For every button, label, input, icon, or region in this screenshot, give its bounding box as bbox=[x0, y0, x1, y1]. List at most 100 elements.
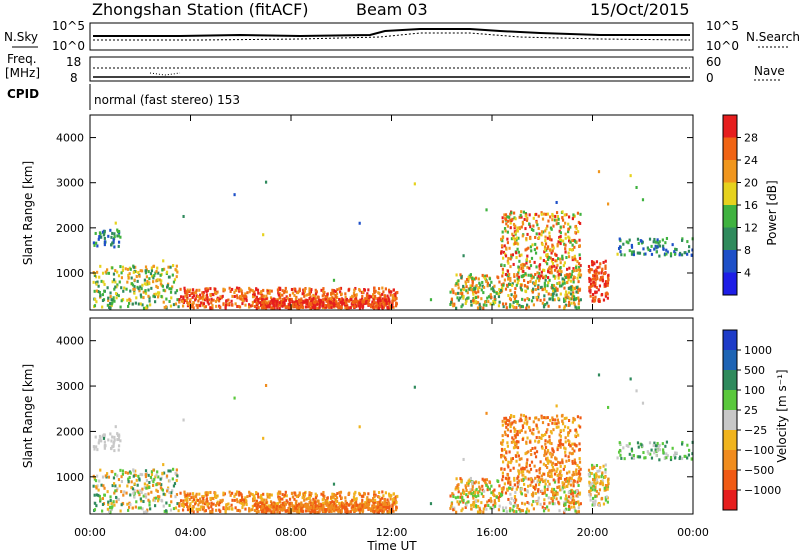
velocity-echo bbox=[600, 475, 603, 479]
velocity-echo bbox=[94, 501, 97, 505]
velocity-echo bbox=[557, 425, 560, 429]
velocity-echo bbox=[196, 509, 199, 513]
velocity-echo bbox=[318, 504, 321, 508]
velocity-echo bbox=[141, 487, 144, 491]
velocity-echo bbox=[532, 479, 535, 483]
power-echo bbox=[573, 303, 576, 307]
velocity-echo bbox=[172, 507, 176, 511]
power-echo bbox=[332, 292, 335, 296]
power-echo bbox=[549, 215, 552, 219]
velocity-echo bbox=[543, 491, 546, 495]
velocity-echo bbox=[488, 481, 492, 485]
velocity-echo bbox=[515, 487, 518, 491]
velocity-echo bbox=[126, 484, 129, 488]
velocity-echo bbox=[186, 504, 189, 508]
velocity-echo bbox=[557, 460, 560, 464]
velocity-echo bbox=[622, 446, 625, 450]
power-echo bbox=[546, 284, 549, 288]
power-echo bbox=[541, 288, 544, 292]
power-echo bbox=[324, 295, 327, 299]
power-echo bbox=[557, 221, 560, 225]
velocity-echo bbox=[153, 477, 156, 481]
power-echo bbox=[303, 300, 306, 304]
power-echo bbox=[207, 302, 210, 306]
velocity-echo bbox=[513, 500, 517, 504]
velocity-echo bbox=[231, 507, 234, 511]
velocity-echo bbox=[501, 439, 505, 443]
velocity-echo bbox=[511, 457, 515, 461]
power-echo bbox=[622, 242, 625, 246]
power-echo bbox=[354, 286, 357, 290]
velocity-echo bbox=[596, 481, 599, 485]
velocity-echo bbox=[291, 504, 294, 508]
velocity-echo bbox=[512, 498, 516, 502]
power-echo bbox=[578, 268, 582, 272]
velocity-echo bbox=[490, 499, 493, 503]
velocity-echo bbox=[354, 503, 357, 507]
power-echo bbox=[330, 301, 334, 305]
velocity-echo bbox=[93, 508, 97, 512]
velocity-echo bbox=[310, 501, 313, 505]
colorbar-tick-label: 16 bbox=[744, 199, 758, 212]
power-echo bbox=[98, 235, 101, 239]
power-echo bbox=[310, 297, 313, 301]
power-echo bbox=[396, 290, 399, 294]
power-echo bbox=[565, 213, 568, 217]
velocity-echo bbox=[536, 475, 539, 479]
colorbar-swatch bbox=[723, 115, 737, 138]
velocity-echo bbox=[119, 439, 122, 443]
velocity-echo bbox=[251, 508, 254, 512]
velocity-echo bbox=[301, 509, 305, 513]
power-echo bbox=[547, 258, 550, 262]
power-echo bbox=[576, 211, 580, 215]
power-echo bbox=[103, 229, 106, 233]
power-echo bbox=[496, 275, 499, 279]
velocity-echo bbox=[540, 478, 543, 482]
velocity-echo bbox=[315, 494, 318, 498]
velocity-echo bbox=[576, 463, 579, 467]
power-echo bbox=[516, 272, 519, 276]
velocity-echo bbox=[140, 499, 143, 503]
power-echo bbox=[103, 240, 107, 244]
freq-label-2: [MHz] bbox=[5, 66, 40, 80]
power-echo bbox=[546, 212, 549, 216]
power-echo bbox=[111, 301, 114, 305]
power-echo bbox=[625, 240, 628, 244]
velocity-echo bbox=[623, 457, 626, 461]
power-echo bbox=[521, 264, 524, 268]
velocity-echo bbox=[281, 508, 284, 512]
velocity-echo bbox=[538, 436, 541, 440]
power-echo bbox=[144, 269, 147, 273]
velocity-echo bbox=[515, 440, 518, 444]
power-echo bbox=[545, 253, 548, 257]
power-echo bbox=[371, 304, 374, 308]
power-echo bbox=[540, 233, 543, 237]
velocity-echo bbox=[571, 499, 574, 503]
power-echo bbox=[561, 277, 564, 281]
velocity-echo bbox=[334, 493, 337, 497]
power-echo bbox=[328, 297, 331, 301]
velocity-echo bbox=[316, 510, 319, 514]
velocity-echo bbox=[174, 495, 177, 499]
power-echo bbox=[516, 277, 519, 281]
velocity-echo bbox=[501, 442, 504, 446]
velocity-echo bbox=[116, 432, 119, 436]
velocity-echo bbox=[381, 509, 384, 513]
power-echo bbox=[534, 279, 538, 283]
power-echo bbox=[545, 248, 548, 252]
velocity-echo bbox=[147, 498, 150, 502]
velocity-echo bbox=[277, 508, 280, 512]
power-echo bbox=[547, 304, 550, 308]
cpid-label: CPID bbox=[7, 87, 39, 101]
velocity-echo bbox=[194, 502, 197, 506]
power-echo bbox=[529, 264, 533, 268]
velocity-echo bbox=[359, 507, 362, 511]
velocity-echo bbox=[117, 498, 120, 502]
velocity-echo bbox=[480, 501, 483, 505]
colorbar-tick-label: 12 bbox=[744, 222, 758, 235]
power-echo bbox=[111, 266, 114, 270]
velocity-echo bbox=[664, 444, 667, 448]
velocity-echo bbox=[537, 496, 540, 500]
power-echo bbox=[272, 298, 275, 302]
power-echo bbox=[517, 250, 520, 254]
